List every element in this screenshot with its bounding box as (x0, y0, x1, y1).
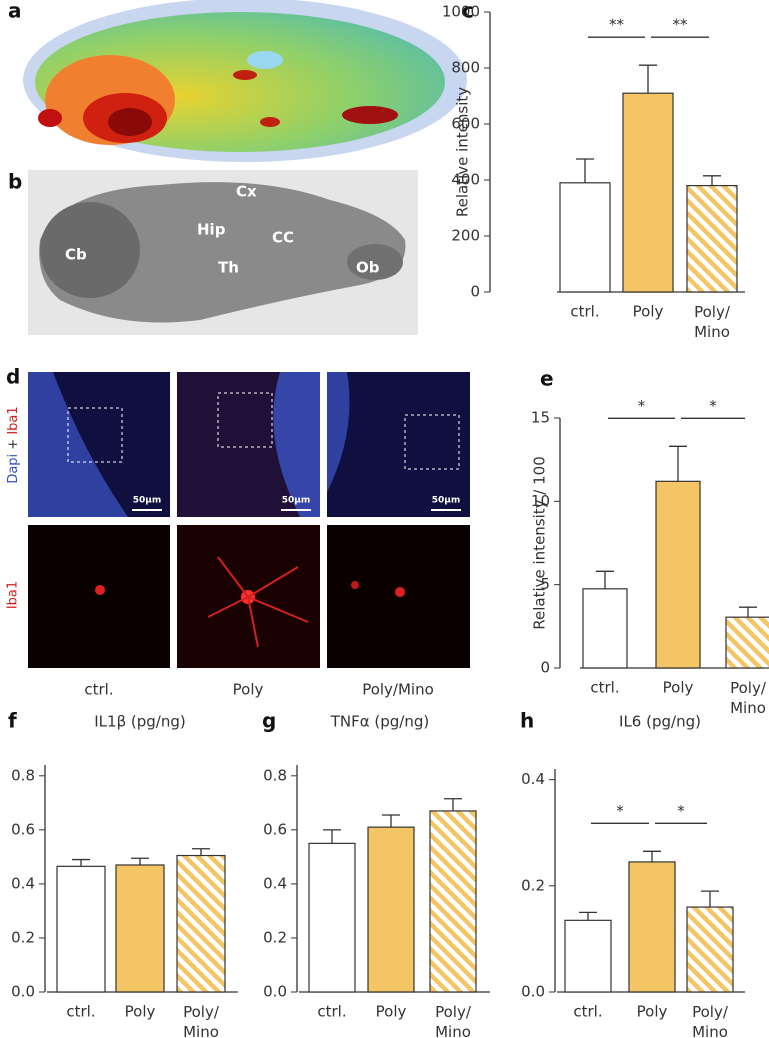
y-tick-label: 0.4 (11, 874, 35, 892)
x-tick-label: ctrl. (66, 1003, 95, 1021)
micrographs (28, 372, 470, 668)
x-tick-label: Poly/Mino (692, 1003, 729, 1038)
y-tick-label: 0.0 (11, 983, 35, 1001)
bar (686, 185, 738, 293)
bar (686, 906, 734, 993)
x-tick-label: Poly/Mino (183, 1003, 220, 1038)
x-tick-label: Poly/Mino (694, 303, 731, 341)
x-tick-label: Poly (663, 679, 694, 697)
x-tick-label: Poly (633, 303, 664, 321)
y-tick-label: 600 (451, 115, 480, 133)
scale-bar-label: 50µm (133, 496, 162, 506)
y-tick-label: 0 (470, 283, 480, 301)
y-tick-label: 0.2 (521, 876, 545, 894)
scale-bar-label: 50µm (282, 496, 311, 506)
y-tick-label: 1000 (442, 3, 480, 21)
y-tick-label: 0.8 (11, 766, 35, 784)
y-tick-label: 0.0 (521, 983, 545, 1001)
significance-label: ** (673, 16, 689, 34)
bar (564, 919, 612, 993)
y-axis-label: Relative intensity / 100 (531, 456, 549, 630)
bar (582, 588, 628, 669)
y-axis-label: Relative intensity (454, 87, 472, 217)
panel-label: d (6, 365, 20, 389)
y-tick-label: 5 (540, 575, 550, 593)
significance-label: ** (609, 16, 625, 34)
column-label: Poly (233, 681, 264, 699)
significance-label: * (709, 397, 717, 415)
scale-bar-label: 50µm (432, 496, 461, 506)
y-tick-label: 0.2 (11, 928, 35, 946)
y-tick-label: 0 (540, 659, 550, 677)
y-tick-label: 10 (531, 492, 550, 510)
panel-label: g (262, 709, 276, 733)
y-tick-label: 15 (531, 409, 550, 427)
heatmap-image (23, 0, 467, 162)
x-tick-label: Poly (376, 1003, 407, 1021)
y-tick-label: 800 (451, 59, 480, 77)
region-label: Cx (236, 183, 257, 201)
x-tick-label: ctrl. (573, 1003, 602, 1021)
x-tick-label: ctrl. (590, 679, 619, 697)
significance-label: * (638, 397, 646, 415)
panel-label: h (520, 709, 534, 733)
significance-label: * (616, 802, 624, 820)
chart-title: IL6 (pg/ng) (619, 713, 701, 731)
y-tick-label: 200 (451, 227, 480, 245)
y-tick-label: 0.0 (263, 983, 287, 1001)
column-label: Poly/Mino (362, 681, 434, 699)
x-tick-label: ctrl. (570, 303, 599, 321)
significance-label: * (677, 802, 685, 820)
stain-label: Iba1 (6, 581, 21, 609)
panel-label: e (540, 367, 554, 391)
region-label: CC (272, 229, 294, 247)
y-tick-label: 0.4 (521, 770, 545, 788)
bar (176, 854, 226, 993)
bar (622, 92, 674, 293)
x-tick-label: Poly/Mino (730, 679, 767, 717)
bar (429, 810, 477, 993)
panel-label: b (8, 170, 22, 194)
bar (559, 182, 611, 293)
y-tick-label: 0.2 (263, 928, 287, 946)
stain-label: Dapi + Iba1 (6, 406, 21, 483)
chart-title: IL1β (pg/ng) (94, 713, 186, 731)
y-tick-label: 0.8 (263, 766, 287, 784)
x-tick-label: Poly (125, 1003, 156, 1021)
bar (725, 616, 769, 669)
y-tick-label: 0.4 (263, 874, 287, 892)
bar (367, 826, 415, 993)
region-label: Ob (356, 259, 380, 277)
region-label: Cb (65, 246, 87, 264)
panel-label: a (8, 0, 22, 23)
y-tick-label: 400 (451, 171, 480, 189)
panel-label: f (8, 709, 17, 733)
x-tick-label: Poly/Mino (435, 1003, 472, 1038)
chart-title: TNFα (pg/ng) (330, 713, 430, 731)
y-tick-label: 0.6 (11, 820, 35, 838)
stain-iba1: Iba1 (6, 406, 21, 434)
region-label: Th (218, 259, 239, 277)
stain-dapi: Dapi (6, 454, 21, 484)
section-image (28, 170, 418, 335)
bar (628, 861, 676, 993)
x-tick-label: ctrl. (317, 1003, 346, 1021)
bar (115, 864, 165, 993)
region-label: Hip (197, 221, 226, 239)
x-tick-label: Poly (637, 1003, 668, 1021)
y-tick-label: 0.6 (263, 820, 287, 838)
stain-plus: + (6, 439, 21, 450)
panel-label: c (462, 0, 474, 23)
bar (308, 842, 356, 993)
bar (655, 480, 701, 669)
bar (56, 865, 106, 993)
column-label: ctrl. (84, 681, 113, 699)
